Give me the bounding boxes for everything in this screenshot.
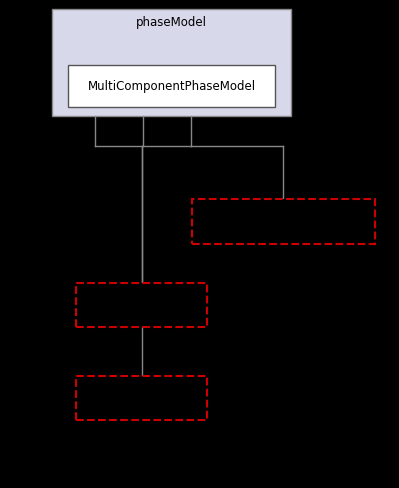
Text: MultiComponentPhaseModel: MultiComponentPhaseModel — [87, 80, 256, 93]
FancyBboxPatch shape — [192, 200, 375, 244]
Text: phaseModel: phaseModel — [136, 16, 207, 29]
FancyBboxPatch shape — [52, 10, 291, 117]
FancyBboxPatch shape — [76, 283, 207, 327]
FancyBboxPatch shape — [68, 66, 275, 107]
FancyBboxPatch shape — [76, 376, 207, 420]
